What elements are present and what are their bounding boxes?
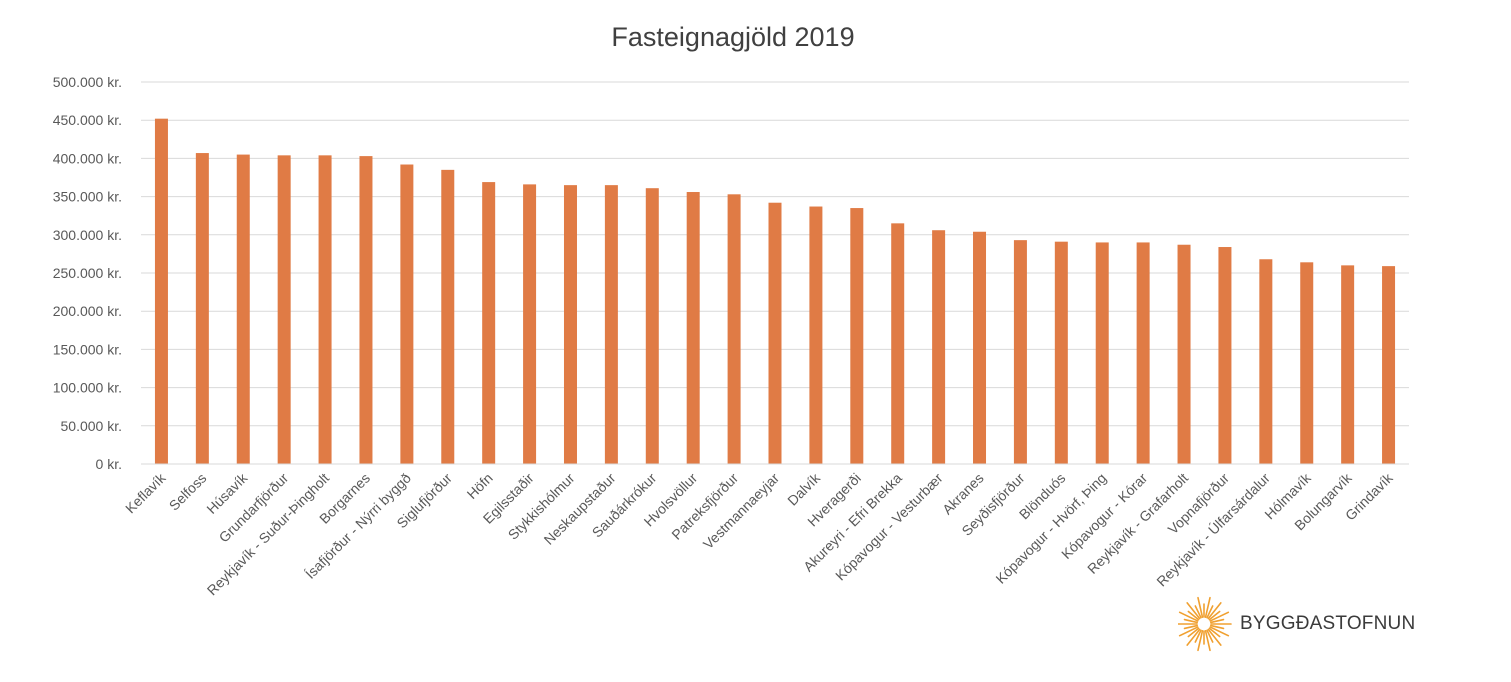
sunburst-ray (1210, 618, 1225, 624)
bar (1341, 265, 1355, 464)
bar (1177, 244, 1191, 464)
sunburst-ray (1187, 610, 1200, 621)
sunburst-logo-icon (1178, 596, 1232, 652)
bar (809, 206, 823, 465)
y-tick-label: 400.000 kr. (53, 150, 122, 166)
bar (400, 164, 414, 464)
sunburst-ray (1209, 611, 1230, 622)
y-tick-label: 100.000 kr. (53, 380, 122, 396)
bar (1259, 259, 1273, 464)
bar (973, 231, 987, 464)
bar (1136, 242, 1150, 464)
x-axis-tick-labels: KeflavíkSelfossHúsavíkGrundarfjörðurReyk… (122, 469, 1396, 598)
bar (482, 182, 496, 465)
bar (645, 188, 659, 465)
y-tick-label: 500.000 kr. (53, 74, 122, 90)
y-tick-label: 300.000 kr. (53, 227, 122, 243)
byggdastofnun-logo: BYGGÐASTOFNUN (1178, 594, 1418, 656)
sunburst-ray (1187, 627, 1200, 638)
bar (604, 185, 618, 464)
sunburst-ray (1194, 605, 1202, 619)
sunburst-ray (1197, 596, 1204, 618)
sunburst-ray (1208, 610, 1221, 621)
y-tick-label: 350.000 kr. (53, 189, 122, 205)
x-tick-label: Keflavík (122, 469, 169, 516)
bar (277, 155, 291, 464)
y-tick-label: 200.000 kr. (53, 303, 122, 319)
bars (154, 118, 1396, 465)
bar (1054, 241, 1068, 464)
sunburst-ray (1206, 629, 1214, 643)
y-tick-label: 450.000 kr. (53, 112, 122, 128)
bar (850, 208, 864, 464)
sunburst-ray (1207, 628, 1222, 646)
sunburst-ray (1204, 596, 1211, 618)
sunburst-ray (1183, 618, 1198, 624)
sunburst-ray (1209, 626, 1230, 637)
bar (768, 202, 782, 464)
bar (686, 192, 700, 465)
sunburst-ray (1178, 626, 1199, 637)
bar (563, 185, 577, 464)
bar (891, 223, 905, 464)
x-tick-label: Dalvík (784, 469, 824, 509)
bar (359, 156, 373, 464)
x-tick-label: Vestmannaeyjar (700, 470, 783, 553)
y-axis-tick-labels: 0 kr. 50.000 kr. 100.000 kr. 150.000 kr. 200… (53, 74, 122, 472)
y-tick-label: 150.000 kr. (53, 341, 122, 357)
sunburst-ray (1206, 605, 1214, 619)
bar (1382, 266, 1396, 464)
sunburst-ray (1210, 624, 1225, 630)
bar (523, 184, 537, 464)
chart-title: Fasteignagjöld 2019 (611, 22, 855, 52)
bar (932, 230, 946, 464)
logo-text: BYGGÐASTOFNUN (1240, 613, 1416, 634)
sunburst-ray (1194, 629, 1202, 643)
bar (1218, 247, 1232, 464)
y-tick-label: 0 kr. (96, 456, 122, 472)
bar (1300, 262, 1314, 464)
bar (441, 169, 455, 465)
sunburst-ray (1178, 611, 1199, 622)
bar (727, 194, 741, 465)
bar (154, 118, 168, 464)
y-tick-label: 50.000 kr. (61, 418, 123, 434)
sunburst-ray (1204, 630, 1211, 652)
x-tick-label: Neskaupstaður (541, 470, 619, 548)
sunburst-ray (1197, 630, 1204, 652)
bar (318, 155, 332, 464)
bar (236, 154, 250, 464)
sunburst-ray (1208, 627, 1221, 638)
sunburst-ray (1186, 602, 1201, 620)
y-tick-label: 250.000 kr. (53, 265, 122, 281)
x-tick-label: Selfoss (166, 470, 210, 514)
sunburst-ray (1207, 602, 1222, 620)
bar (1095, 242, 1109, 464)
bar (195, 153, 209, 464)
sunburst-ray (1183, 624, 1198, 630)
bar (1013, 240, 1027, 464)
sunburst-ray (1186, 628, 1201, 646)
x-tick-label: Höfn (464, 470, 496, 502)
